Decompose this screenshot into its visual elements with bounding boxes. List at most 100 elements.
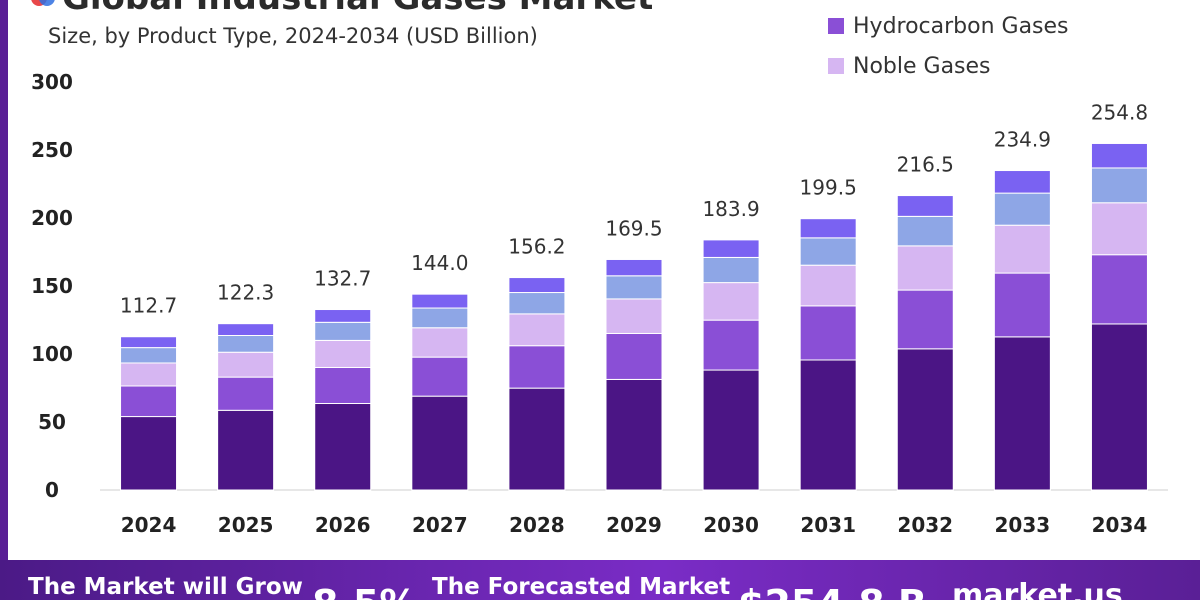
bar-segment [896, 215, 954, 247]
footer-cagr-value: 8.5% [312, 582, 417, 600]
bar-segment [411, 307, 469, 329]
bar-segment [508, 292, 566, 315]
bar-segment [217, 376, 275, 411]
bar-segment [702, 239, 760, 258]
bar-segment [702, 319, 760, 371]
bar-total-label: 254.8 [1091, 100, 1148, 124]
stacked-bar-chart: 0 50 100 150 200 250 300 112.7 2024 122.3 2025 132.… [31, 70, 1168, 537]
x-tick-label: 2027 [412, 513, 468, 537]
bar-segment [702, 256, 760, 284]
x-tick-label: 2025 [218, 513, 274, 537]
bar-segment [508, 277, 566, 294]
bar-segment [993, 272, 1051, 338]
bar-total-label: 144.0 [411, 251, 468, 275]
x-tick-label: 2034 [1092, 513, 1148, 537]
bar-segment [1090, 323, 1148, 491]
bar-segment [993, 192, 1051, 226]
bar-segment [896, 245, 954, 291]
accent-bar [0, 0, 8, 560]
bar-segment [217, 409, 275, 491]
bar-total-label: 199.5 [800, 176, 857, 200]
legend-label: Hydrocarbon Gases [853, 13, 1069, 39]
bar-segment [314, 366, 372, 405]
footer-brand-name: market.us [952, 578, 1123, 600]
brand-logo-icon [31, 0, 55, 6]
bar-segment [314, 403, 372, 491]
bar-segment [411, 356, 469, 397]
bar-segment [1090, 254, 1148, 325]
y-tick-label: 0 [45, 478, 59, 502]
bar-segment [896, 348, 954, 491]
bar-segment [605, 332, 663, 380]
footer-grow-label: The Market will Grow [28, 574, 303, 600]
bar-segment [799, 218, 857, 239]
bar-segment [702, 369, 760, 491]
x-tick-label: 2024 [121, 513, 177, 537]
y-tick-label: 200 [31, 206, 73, 230]
bar-segment [799, 359, 857, 491]
bar-segment [120, 362, 178, 387]
bar-segment [605, 275, 663, 300]
bar-segment [1090, 202, 1148, 256]
bar-total-label: 112.7 [120, 294, 177, 318]
x-tick-label: 2029 [606, 513, 662, 537]
y-tick-label: 300 [31, 70, 73, 94]
bar-segment [217, 335, 275, 353]
legend-item-noble-gases: Noble Gases [828, 46, 1069, 86]
bar-segment [896, 289, 954, 350]
y-tick-label: 150 [31, 274, 73, 298]
bar-total-label: 169.5 [605, 216, 662, 240]
bar-segment [120, 385, 178, 418]
footer-forecast-value: $254.8 B [738, 582, 927, 600]
x-tick-label: 2026 [315, 513, 371, 537]
bar-segment [314, 309, 372, 323]
bar-segment [1090, 167, 1148, 204]
bar-segment [411, 293, 469, 309]
bar-total-label: 156.2 [508, 235, 565, 259]
bar-segment [508, 387, 566, 491]
bar-segment [508, 313, 566, 347]
bar-segment [411, 327, 469, 358]
bar-segment [120, 416, 178, 491]
bar-segment [605, 378, 663, 491]
x-tick-label: 2031 [800, 513, 856, 537]
bar-segment [799, 264, 857, 307]
bar-segment [217, 323, 275, 337]
x-tick-label: 2033 [995, 513, 1051, 537]
legend-swatch [828, 18, 844, 34]
bar-segment [993, 336, 1051, 491]
legend-swatch [828, 58, 844, 74]
bar-segment [217, 351, 275, 378]
title-row: Global Industrial Gases Market [30, 0, 653, 18]
x-tick-label: 2030 [703, 513, 759, 537]
y-tick-label: 100 [31, 342, 73, 366]
bar-total-label: 132.7 [314, 267, 371, 291]
bar-segment [508, 345, 566, 389]
x-tick-label: 2028 [509, 513, 565, 537]
legend-item-hydrocarbon-gases: Hydrocarbon Gases [828, 6, 1069, 46]
bar-segment [1090, 142, 1148, 169]
y-tick-label: 50 [38, 410, 66, 434]
bar-segment [799, 237, 857, 266]
bar-segment [314, 339, 372, 368]
bar-total-label: 183.9 [702, 197, 759, 221]
chart-subtitle: Size, by Product Type, 2024-2034 (USD Bi… [48, 24, 538, 48]
bar-segment [799, 305, 857, 361]
y-tick-label: 250 [31, 138, 73, 162]
bar-segment [993, 170, 1051, 194]
x-tick-label: 2032 [897, 513, 953, 537]
bar-segment [314, 321, 372, 341]
bar-total-label: 216.5 [897, 153, 954, 177]
chart-title: Global Industrial Gases Market [62, 0, 653, 18]
footer-forecast-label: The Forecasted Market [432, 574, 731, 600]
bar-segment [605, 298, 663, 334]
legend-label: Noble Gases [853, 53, 991, 79]
bar-total-label: 122.3 [217, 281, 274, 305]
bar-segment [605, 258, 663, 277]
legend: Hydrocarbon Gases Noble Gases [828, 6, 1069, 86]
footer-banner: The Market will Grow 8.5% The Forecasted… [0, 560, 1200, 600]
bar-segment [702, 282, 760, 321]
bar-segment [896, 195, 954, 217]
bar-segment [120, 336, 178, 349]
